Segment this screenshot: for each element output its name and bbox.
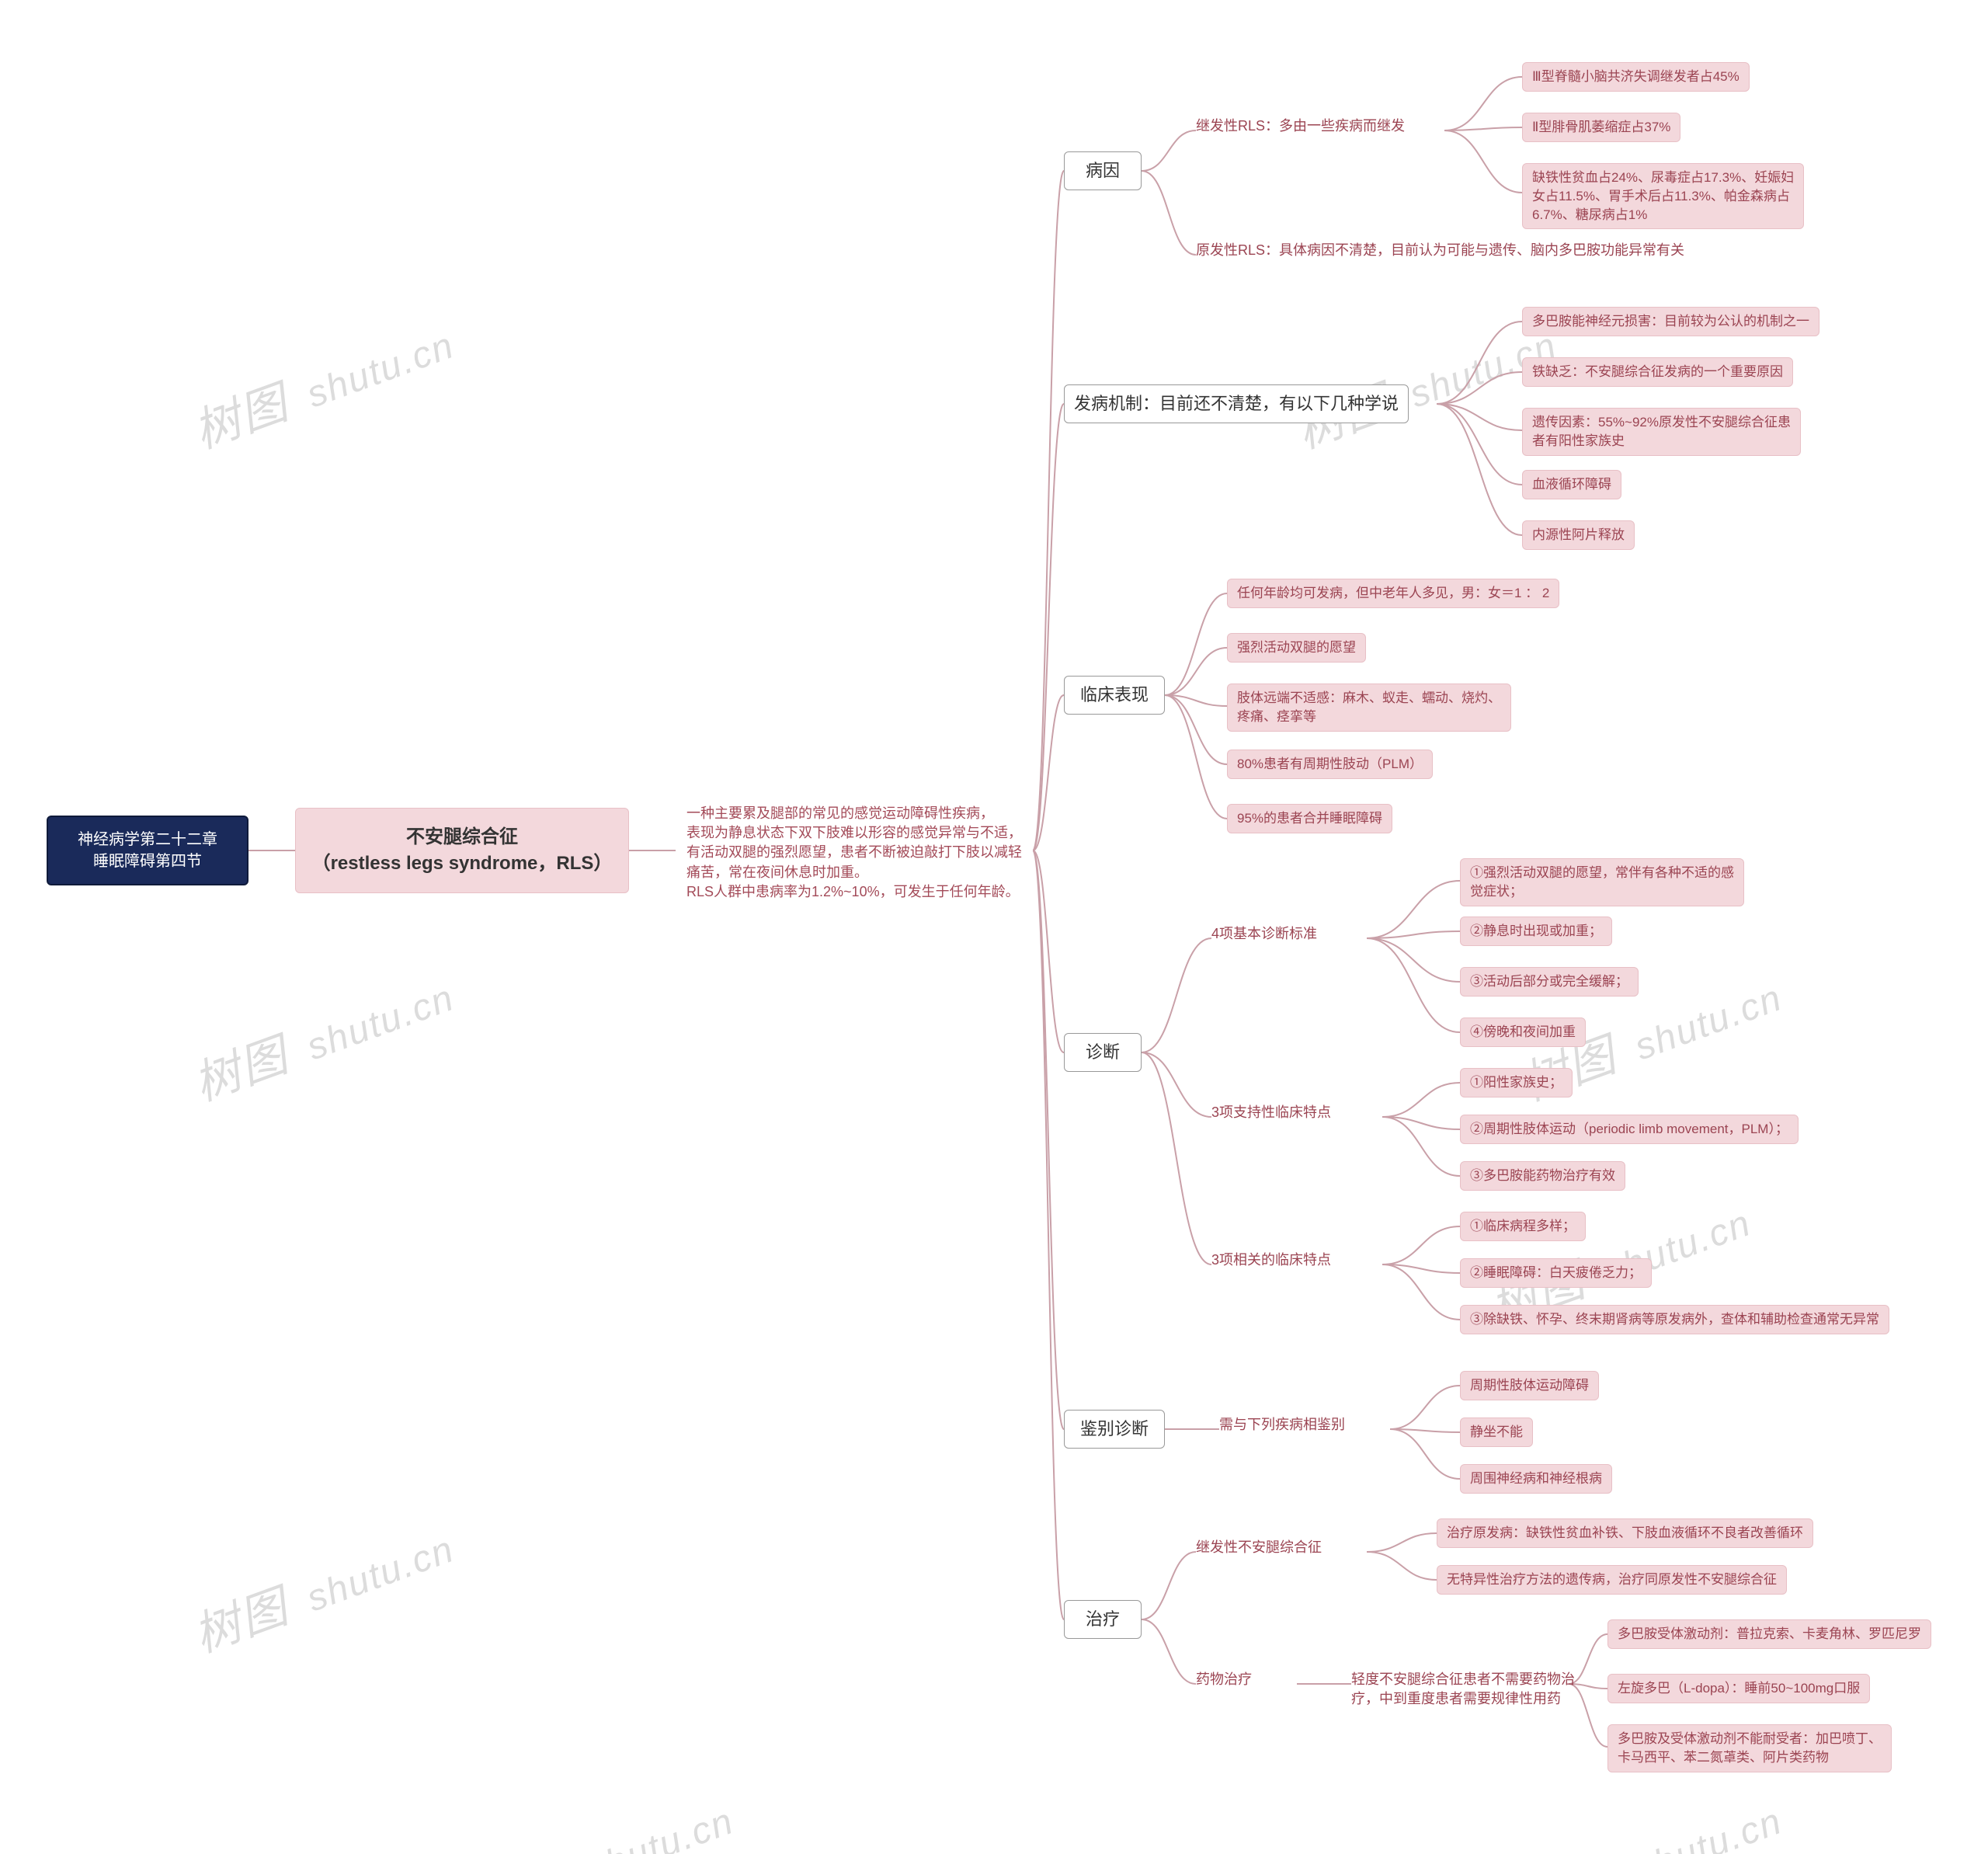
b4-support-3: 3项支持性临床特点	[1211, 1103, 1331, 1122]
watermark: 树图 shutu.cn	[183, 958, 462, 1115]
branch-differential[interactable]: 鉴别诊断	[1064, 1410, 1165, 1449]
b4-s3-l1: ①临床病程多样；	[1460, 1212, 1586, 1241]
branch-diagnosis[interactable]: 诊断	[1064, 1033, 1142, 1072]
b5-leaf1: 周期性肢体运动障碍	[1460, 1371, 1599, 1400]
branch-etiology[interactable]: 病因	[1064, 151, 1142, 190]
b4-related-3: 3项相关的临床特点	[1211, 1250, 1331, 1270]
b6-drug: 药物治疗	[1196, 1670, 1252, 1689]
b4-s1-l2: ②静息时出现或加重；	[1460, 917, 1612, 946]
b5-sub: 需与下列疾病相鉴别	[1219, 1415, 1345, 1435]
b4-criteria-4: 4项基本诊断标准	[1211, 924, 1317, 944]
b3-leaf1: 任何年龄均可发病，但中老年人多见，男：女＝1 ： 2	[1227, 579, 1559, 608]
watermark: 树图 shutu.cn	[183, 305, 462, 462]
b1-primary: 原发性RLS：具体病因不清楚，目前认为可能与遗传、脑内多巴胺功能异常有关	[1196, 241, 1684, 260]
b1-leaf3: 缺铁性贫血占24%、尿毒症占17.3%、妊娠妇女占11.5%、胃手术后占11.3…	[1522, 163, 1804, 229]
watermark: 树图 shutu.cn	[183, 1509, 462, 1666]
b5-leaf3: 周围神经病和神经根病	[1460, 1464, 1612, 1494]
branch-treatment[interactable]: 治疗	[1064, 1600, 1142, 1639]
root-node[interactable]: 神经病学第二十二章睡眠障碍第四节	[47, 816, 248, 885]
watermark: 树图 shutu.cn	[463, 1781, 742, 1854]
b2-leaf4: 血液循环障碍	[1522, 470, 1621, 499]
b1-leaf2: Ⅱ型腓骨肌萎缩症占37%	[1522, 113, 1680, 142]
b4-s3-l2: ②睡眠障碍：白天疲倦乏力；	[1460, 1258, 1652, 1288]
b6-s1-l2: 无特异性治疗方法的遗传病，治疗同原发性不安腿综合征	[1437, 1565, 1787, 1595]
b2-leaf5: 内源性阿片释放	[1522, 520, 1635, 550]
b4-s3-l3: ③除缺铁、怀孕、终末期肾病等原发病外，查体和辅助检查通常无异常	[1460, 1305, 1889, 1334]
b4-s1-l3: ③活动后部分或完全缓解；	[1460, 967, 1639, 997]
b4-s1-l4: ④傍晚和夜间加重	[1460, 1017, 1586, 1047]
b4-s2-l3: ③多巴胺能药物治疗有效	[1460, 1161, 1625, 1191]
b6-s2-l1: 多巴胺受体激动剂：普拉克索、卡麦角林、罗匹尼罗	[1607, 1619, 1931, 1649]
mindmap-canvas: 树图 shutu.cn 树图 shutu.cn 树图 shutu.cn 树图 s…	[0, 0, 1988, 1854]
b1-secondary: 继发性RLS：多由一些疾病而继发	[1196, 117, 1405, 136]
b3-leaf5: 95%的患者合并睡眠障碍	[1227, 804, 1392, 833]
b4-s1-l1: ①强烈活动双腿的愿望，常伴有各种不适的感觉症状；	[1460, 858, 1744, 906]
b6-s2-l3: 多巴胺及受体激动剂不能耐受者：加巴喷丁、卡马西平、苯二氮䓬类、阿片类药物	[1607, 1724, 1892, 1772]
b6-drug-note: 轻度不安腿综合征患者不需要药物治疗，中到重度患者需要规律性用药	[1351, 1670, 1584, 1709]
branch-pathogenesis[interactable]: 发病机制：目前还不清楚，有以下几种学说	[1064, 384, 1409, 423]
b3-leaf2: 强烈活动双腿的愿望	[1227, 633, 1366, 663]
main-topic[interactable]: 不安腿综合征（restless legs syndrome，RLS）	[295, 808, 629, 893]
b4-s2-l2: ②周期性肢体运动（periodic limb movement，PLM）；	[1460, 1115, 1799, 1144]
b5-leaf2: 静坐不能	[1460, 1417, 1533, 1447]
b3-leaf3: 肢体远端不适感：麻木、蚁走、蠕动、烧灼、疼痛、痉挛等	[1227, 684, 1511, 732]
watermark: 树图 shutu.cn	[1511, 1781, 1790, 1854]
b1-leaf1: Ⅲ型脊髓小脑共济失调继发者占45%	[1522, 62, 1750, 92]
b2-leaf2: 铁缺乏：不安腿综合征发病的一个重要原因	[1522, 357, 1793, 387]
b2-leaf3: 遗传因素：55%~92%原发性不安腿综合征患者有阳性家族史	[1522, 408, 1801, 456]
b6-s1-l1: 治疗原发病：缺铁性贫血补铁、下肢血液循环不良者改善循环	[1437, 1518, 1813, 1548]
branch-clinical[interactable]: 临床表现	[1064, 676, 1165, 715]
b3-leaf4: 80%患者有周期性肢动（PLM）	[1227, 750, 1433, 779]
b2-leaf1: 多巴胺能神经元损害：目前较为公认的机制之一	[1522, 307, 1819, 336]
b6-s2-l2: 左旋多巴（L-dopa）：睡前50~100mg口服	[1607, 1674, 1870, 1703]
b4-s2-l1: ①阳性家族史；	[1460, 1068, 1573, 1097]
b6-secondary: 继发性不安腿综合征	[1196, 1538, 1322, 1557]
intro-text: 一种主要累及腿部的常见的感觉运动障碍性疾病，表现为静息状态下双下肢难以形容的感觉…	[676, 804, 1033, 902]
